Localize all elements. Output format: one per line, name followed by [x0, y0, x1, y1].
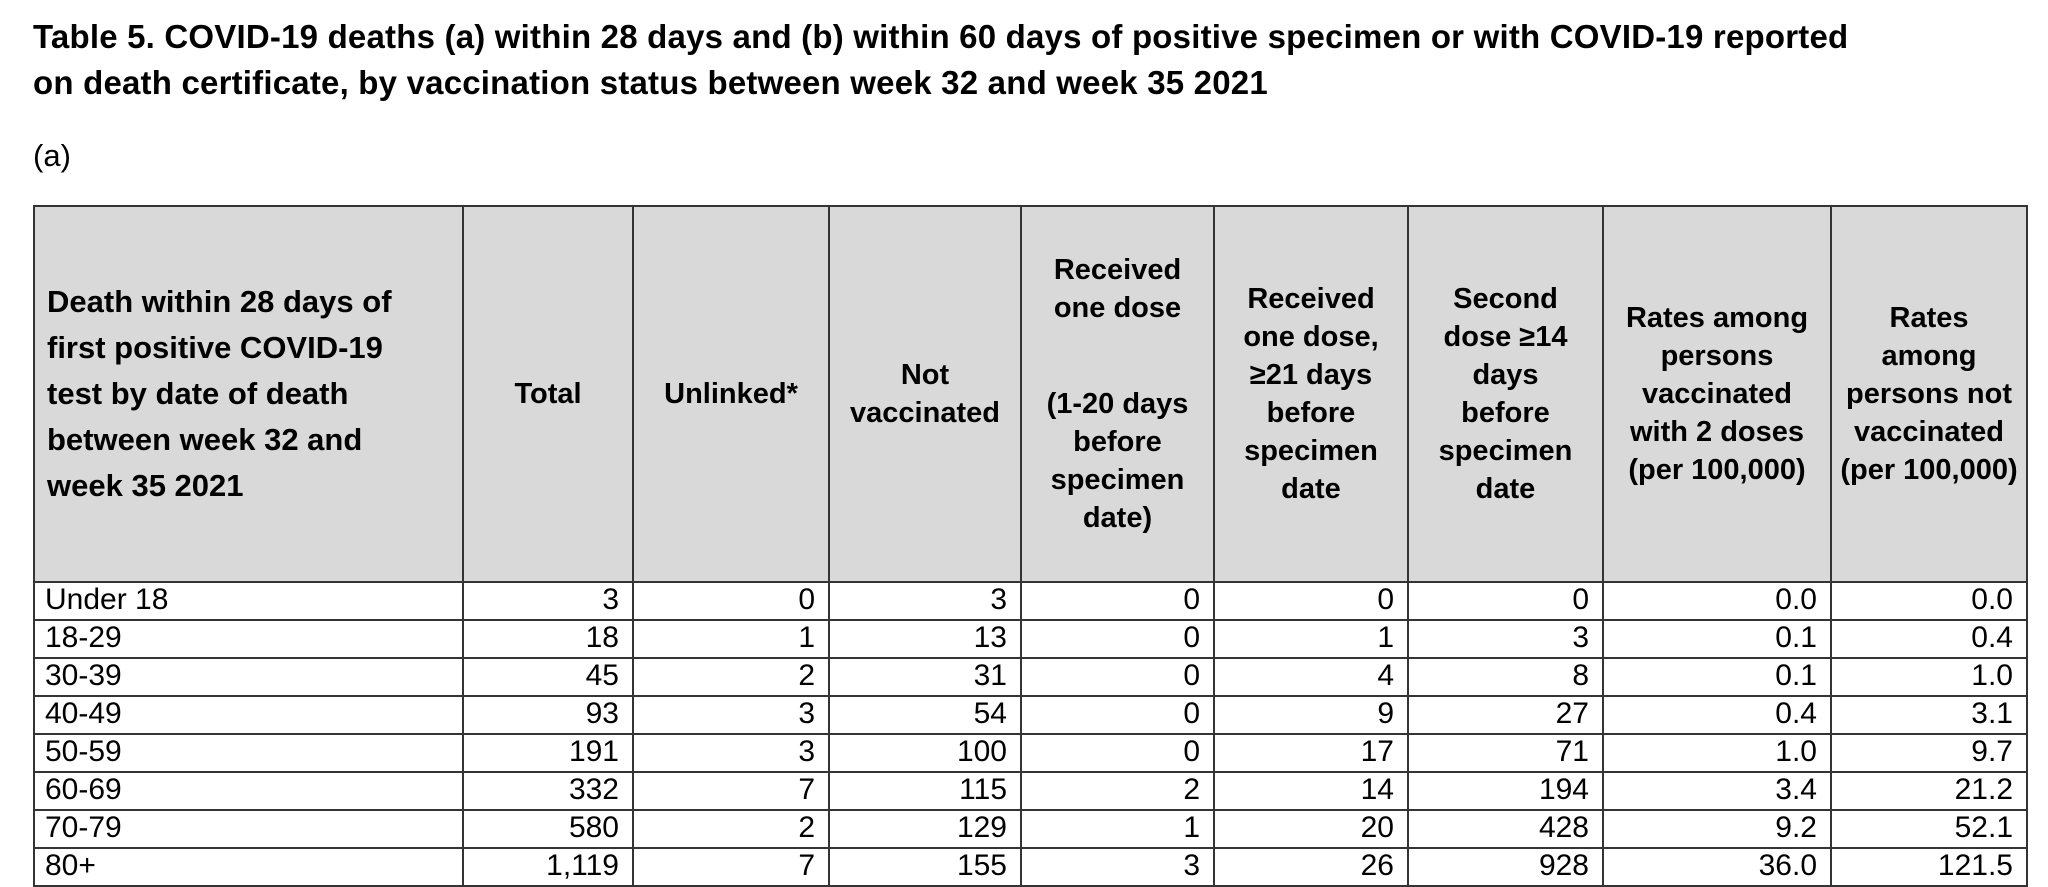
- cell-second-dose: 194: [1407, 771, 1604, 811]
- cell-rate-vaccinated: 3.4: [1602, 771, 1832, 811]
- cell-one-dose-21: 0: [1213, 581, 1409, 621]
- cell-age-group: 80+: [33, 847, 464, 887]
- cell-total: 1,119: [462, 847, 634, 887]
- cell-one-dose-1-20: 3: [1020, 847, 1215, 887]
- cell-total: 580: [462, 809, 634, 849]
- cell-rate-vaccinated: 0.0: [1602, 581, 1832, 621]
- cell-not-vaccinated: 31: [828, 657, 1022, 697]
- cell-age-group: 70-79: [33, 809, 464, 849]
- cell-second-dose: 3: [1407, 619, 1604, 659]
- cell-rate-not-vaccinated: 0.0: [1830, 581, 2028, 621]
- table-row: 50-59 191 3 100 0 17 71 1.0 9.7: [33, 733, 2028, 773]
- cell-not-vaccinated: 129: [828, 809, 1022, 849]
- cell-one-dose-21: 20: [1213, 809, 1409, 849]
- cell-one-dose-1-20: 1: [1020, 809, 1215, 849]
- cell-unlinked: 7: [632, 847, 830, 887]
- table-row: 70-79 580 2 129 1 20 428 9.2 52.1: [33, 809, 2028, 849]
- cell-not-vaccinated: 13: [828, 619, 1022, 659]
- covid-deaths-28-days-table: Death within 28 days of first positive C…: [33, 205, 2028, 887]
- cell-rate-vaccinated: 0.1: [1602, 657, 1832, 697]
- cell-second-dose: 8: [1407, 657, 1604, 697]
- header-age-group: Death within 28 days of first positive C…: [33, 205, 464, 583]
- cell-age-group: 18-29: [33, 619, 464, 659]
- cell-unlinked: 3: [632, 733, 830, 773]
- cell-one-dose-21: 14: [1213, 771, 1409, 811]
- cell-one-dose-21: 17: [1213, 733, 1409, 773]
- cell-one-dose-1-20: 0: [1020, 657, 1215, 697]
- cell-second-dose: 428: [1407, 809, 1604, 849]
- cell-rate-not-vaccinated: 121.5: [1830, 847, 2028, 887]
- cell-rate-not-vaccinated: 0.4: [1830, 619, 2028, 659]
- cell-total: 3: [462, 581, 634, 621]
- table-header: Death within 28 days of first positive C…: [33, 205, 2028, 583]
- cell-rate-not-vaccinated: 21.2: [1830, 771, 2028, 811]
- cell-one-dose-1-20: 2: [1020, 771, 1215, 811]
- cell-second-dose: 71: [1407, 733, 1604, 773]
- table-row: 30-39 45 2 31 0 4 8 0.1 1.0: [33, 657, 2028, 697]
- cell-rate-vaccinated: 0.1: [1602, 619, 1832, 659]
- cell-second-dose: 928: [1407, 847, 1604, 887]
- cell-one-dose-1-20: 0: [1020, 619, 1215, 659]
- header-unlinked: Unlinked*: [632, 205, 830, 583]
- table-row: 40-49 93 3 54 0 9 27 0.4 3.1: [33, 695, 2028, 735]
- header-one-dose-1-20-days-line2: (1-20 days before specimen date): [1046, 388, 1189, 534]
- cell-unlinked: 2: [632, 657, 830, 697]
- section-label-a: (a): [33, 138, 71, 173]
- header-second-dose-14-days: Second dose ≥14 days before specimen dat…: [1407, 205, 1604, 583]
- cell-total: 45: [462, 657, 634, 697]
- cell-unlinked: 2: [632, 809, 830, 849]
- cell-not-vaccinated: 54: [828, 695, 1022, 735]
- header-rate-not-vaccinated: Rates among persons not vaccinated (per …: [1830, 205, 2028, 583]
- header-one-dose-1-20-days-line1: Received one dose: [1053, 254, 1182, 324]
- cell-second-dose: 0: [1407, 581, 1604, 621]
- header-one-dose-21-days: Received one dose, ≥21 days before speci…: [1213, 205, 1409, 583]
- cell-one-dose-21: 26: [1213, 847, 1409, 887]
- cell-rate-not-vaccinated: 52.1: [1830, 809, 2028, 849]
- cell-rate-vaccinated: 1.0: [1602, 733, 1832, 773]
- cell-one-dose-1-20: 0: [1020, 581, 1215, 621]
- cell-not-vaccinated: 100: [828, 733, 1022, 773]
- cell-one-dose-21: 4: [1213, 657, 1409, 697]
- cell-one-dose-21: 9: [1213, 695, 1409, 735]
- header-one-dose-1-20-days: Received one dose (1-20 days before spec…: [1020, 205, 1215, 583]
- cell-rate-vaccinated: 0.4: [1602, 695, 1832, 735]
- cell-total: 18: [462, 619, 634, 659]
- cell-not-vaccinated: 115: [828, 771, 1022, 811]
- cell-one-dose-1-20: 0: [1020, 695, 1215, 735]
- table-row: 18-29 18 1 13 0 1 3 0.1 0.4: [33, 619, 2028, 659]
- cell-one-dose-1-20: 0: [1020, 733, 1215, 773]
- header-total: Total: [462, 205, 634, 583]
- header-not-vaccinated: Not vaccinated: [828, 205, 1022, 583]
- cell-second-dose: 27: [1407, 695, 1604, 735]
- cell-age-group: 60-69: [33, 771, 464, 811]
- table-row: 80+ 1,119 7 155 3 26 928 36.0 121.5: [33, 847, 2028, 887]
- cell-age-group: Under 18: [33, 581, 464, 621]
- cell-rate-vaccinated: 9.2: [1602, 809, 1832, 849]
- cell-rate-not-vaccinated: 3.1: [1830, 695, 2028, 735]
- table-row: Under 18 3 0 3 0 0 0 0.0 0.0: [33, 581, 2028, 621]
- cell-total: 332: [462, 771, 634, 811]
- cell-age-group: 50-59: [33, 733, 464, 773]
- cell-unlinked: 0: [632, 581, 830, 621]
- header-row: Death within 28 days of first positive C…: [33, 205, 2028, 583]
- cell-age-group: 30-39: [33, 657, 464, 697]
- cell-total: 93: [462, 695, 634, 735]
- cell-one-dose-21: 1: [1213, 619, 1409, 659]
- cell-total: 191: [462, 733, 634, 773]
- cell-not-vaccinated: 155: [828, 847, 1022, 887]
- cell-unlinked: 3: [632, 695, 830, 735]
- cell-unlinked: 7: [632, 771, 830, 811]
- cell-rate-vaccinated: 36.0: [1602, 847, 1832, 887]
- table-title: Table 5. COVID-19 deaths (a) within 28 d…: [33, 18, 1849, 101]
- cell-rate-not-vaccinated: 1.0: [1830, 657, 2028, 697]
- cell-unlinked: 1: [632, 619, 830, 659]
- table-row: 60-69 332 7 115 2 14 194 3.4 21.2: [33, 771, 2028, 811]
- cell-age-group: 40-49: [33, 695, 464, 735]
- header-rate-vaccinated: Rates among persons vaccinated with 2 do…: [1602, 205, 1832, 583]
- cell-rate-not-vaccinated: 9.7: [1830, 733, 2028, 773]
- table-body: Under 18 3 0 3 0 0 0 0.0 0.0 18-29 18 1 …: [33, 581, 2028, 887]
- cell-not-vaccinated: 3: [828, 581, 1022, 621]
